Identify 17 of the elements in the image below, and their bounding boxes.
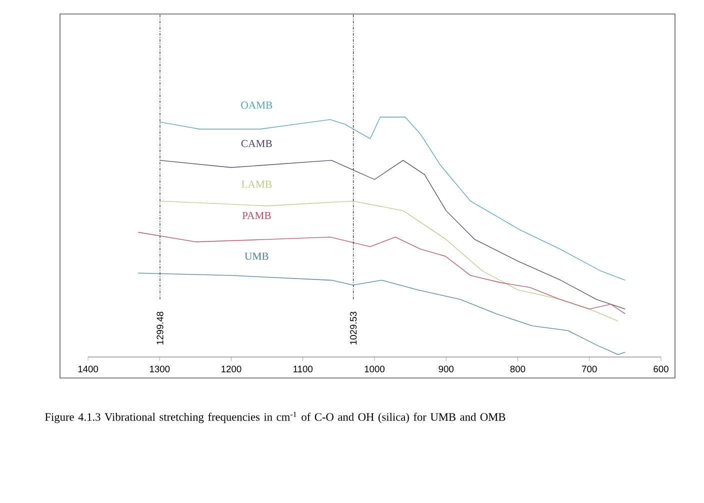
x-tick-label: 700 [582,366,597,372]
series-label: OAMB [241,102,272,109]
x-tick-label: 1400 [78,366,98,372]
x-tick-label: 1100 [294,366,313,372]
x-tick-label: 900 [438,366,454,372]
series-label: LAMB [242,180,272,188]
caption: Figure 4.1.3 Vibrational stretching frequencies in cm$^{-1}$ of C-O and OH (silica) for UMB and OMB [45,412,506,424]
ref-line-label: 1299.48 [156,312,164,344]
x-tick-label: 1300 [150,366,170,372]
x-tick-label: 800 [510,366,526,372]
x-tick-label: 600 [654,366,668,372]
ref-line-label: 1029.53 [350,312,357,344]
x-tick-label: 1200 [222,366,242,372]
series-label: UMB [244,252,268,260]
x-tick-label: 1000 [364,366,385,372]
series-label: PAMB [242,212,271,219]
series-label: CAMB [241,140,272,148]
